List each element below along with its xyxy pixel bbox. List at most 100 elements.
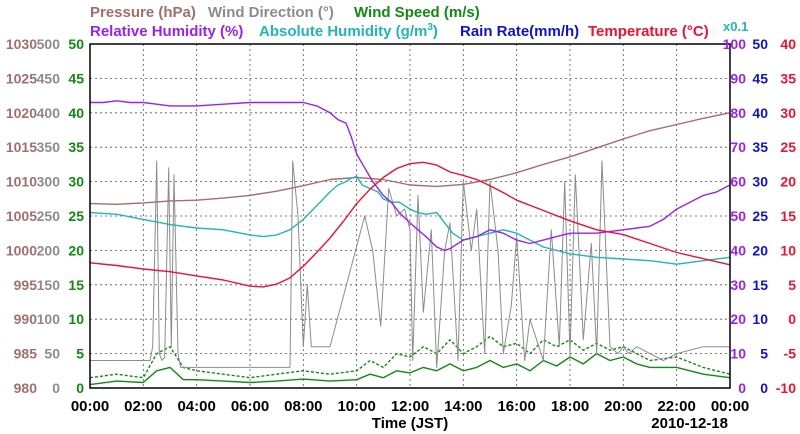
- tick-label-pressure: 1010: [6, 174, 37, 190]
- tick-label-pressure: 1020: [6, 105, 37, 121]
- tick-label-wind-speed: 35: [68, 139, 84, 155]
- tick-label-wind-direction: 400: [37, 105, 61, 121]
- tick-label-relative-humidity: 70: [730, 139, 746, 155]
- tick-label-wind-speed: 0: [76, 380, 84, 396]
- series-line-wind-speed-gust: [89, 335, 731, 379]
- x-tick-label: 14:00: [444, 398, 482, 415]
- tick-label-pressure: 1000: [6, 242, 37, 258]
- tick-label-rain-rate: 10: [752, 311, 768, 327]
- scale-note: x0.1: [723, 19, 748, 34]
- tick-label-wind-speed: 20: [68, 242, 84, 258]
- series-line-relative-humidity: [90, 100, 731, 252]
- x-tick-label: 10:00: [337, 398, 375, 415]
- tick-label-temperature: 20: [780, 174, 796, 190]
- plot-frame: [89, 43, 731, 389]
- x-tick-label: 16:00: [497, 398, 535, 415]
- tick-label-wind-direction: 450: [37, 70, 61, 86]
- chart-date: 2010-12-18: [651, 415, 728, 432]
- tick-label-relative-humidity: 30: [730, 277, 746, 293]
- legend-absolute-humidity-sup: 3: [427, 22, 433, 33]
- tick-label-wind-direction: 50: [44, 346, 60, 362]
- tick-label-rain-rate: 30: [752, 174, 768, 190]
- tick-label-relative-humidity: 40: [730, 242, 746, 258]
- tick-label-wind-direction: 200: [37, 242, 61, 258]
- tick-label-temperature: 5: [788, 277, 796, 293]
- series-line-pressure: [89, 112, 731, 205]
- tick-label-pressure: 990: [14, 311, 38, 327]
- tick-label-pressure: 1005: [6, 208, 37, 224]
- tick-label-pressure: 1025: [6, 70, 37, 86]
- x-axis: 00:00 02:00 04:00 06:00 08:00 10:00 12:00 14:00…: [71, 398, 749, 415]
- x-tick-label: 00:00: [71, 398, 109, 415]
- series-line-temperature: [89, 161, 731, 288]
- tick-label-temperature: -10: [776, 380, 796, 396]
- tick-label-temperature: -5: [784, 346, 797, 362]
- tick-label-relative-humidity: 90: [730, 70, 746, 86]
- tick-label-wind-direction: 250: [37, 208, 61, 224]
- tick-label-rain-rate: 0: [760, 380, 768, 396]
- plot-grid: [90, 44, 730, 388]
- tick-label-wind-speed: 40: [68, 105, 84, 121]
- legend-wind-direction: Wind Direction (°): [208, 4, 334, 21]
- tick-label-relative-humidity: 20: [730, 311, 746, 327]
- tick-label-temperature: 25: [780, 139, 796, 155]
- legend-pressure: Pressure (hPa): [90, 4, 196, 21]
- tick-label-wind-speed: 15: [68, 277, 84, 293]
- tick-label-rain-rate: 40: [752, 105, 768, 121]
- tick-label-rain-rate: 5: [760, 346, 768, 362]
- tick-label-relative-humidity: 0: [738, 380, 746, 396]
- series-layer: [89, 100, 731, 386]
- tick-label-wind-speed: 45: [68, 70, 84, 86]
- tick-label-wind-direction: 500: [37, 36, 61, 52]
- right-axes: 0 10 20 30 40 50 60 70 80 90 100 0 5 10 15 20 25 30 35 40 45…: [723, 36, 797, 396]
- tick-label-relative-humidity: 10: [730, 346, 746, 362]
- tick-label-wind-speed: 10: [68, 311, 84, 327]
- tick-label-wind-direction: 0: [52, 380, 60, 396]
- tick-label-pressure: 1030: [6, 36, 37, 52]
- legend-rain-rate: Rain Rate(mm/h): [460, 23, 579, 40]
- x-tick-label: 20:00: [604, 398, 642, 415]
- legend-temperature: Temperature (°C): [588, 23, 709, 40]
- tick-label-rain-rate: 45: [752, 70, 768, 86]
- tick-label-rain-rate: 35: [752, 139, 768, 155]
- tick-label-wind-direction: 150: [37, 277, 61, 293]
- x-axis-label: Time (JST): [372, 415, 448, 432]
- tick-label-temperature: 35: [780, 70, 796, 86]
- tick-label-wind-direction: 300: [37, 174, 61, 190]
- tick-label-wind-speed: 5: [76, 346, 84, 362]
- x-tick-label: 04:00: [177, 398, 215, 415]
- tick-label-temperature: 40: [780, 36, 796, 52]
- x-tick-label: 22:00: [657, 398, 695, 415]
- tick-label-pressure: 995: [14, 277, 38, 293]
- tick-label-pressure: 1015: [6, 139, 37, 155]
- tick-label-pressure: 980: [14, 380, 38, 396]
- x-tick-label: 08:00: [284, 398, 322, 415]
- tick-label-rain-rate: 20: [752, 242, 768, 258]
- tick-label-wind-direction: 350: [37, 139, 61, 155]
- x-tick-label: 12:00: [391, 398, 429, 415]
- x-tick-label: 00:00: [711, 398, 749, 415]
- tick-label-temperature: 15: [780, 208, 796, 224]
- x-tick-label: 06:00: [231, 398, 269, 415]
- tick-label-wind-direction: 100: [37, 311, 61, 327]
- tick-label-wind-speed: 30: [68, 174, 84, 190]
- tick-label-rain-rate: 25: [752, 208, 768, 224]
- tick-label-relative-humidity: 80: [730, 105, 746, 121]
- tick-label-relative-humidity: 60: [730, 174, 746, 190]
- series-line-wind-direction: [90, 160, 730, 368]
- tick-label-relative-humidity: 100: [723, 36, 747, 52]
- legend-absolute-humidity: Absolute Humidity (g/m3): [259, 22, 438, 40]
- tick-label-relative-humidity: 50: [730, 208, 746, 224]
- tick-label-wind-speed: 25: [68, 208, 84, 224]
- legend-relative-humidity: Relative Humidity (%): [90, 23, 243, 40]
- tick-label-temperature: 10: [780, 242, 796, 258]
- x-tick-label: 02:00: [124, 398, 162, 415]
- legend-absolute-humidity-close: ): [433, 23, 438, 40]
- legend-wind-speed: Wind Speed (m/s): [354, 4, 480, 21]
- tick-label-rain-rate: 15: [752, 277, 768, 293]
- tick-label-rain-rate: 50: [752, 36, 768, 52]
- tick-label-temperature: 30: [780, 105, 796, 121]
- left-axes: 9809859909951000100510101015102010251030…: [6, 36, 84, 396]
- series-line-wind-speed: [89, 352, 731, 386]
